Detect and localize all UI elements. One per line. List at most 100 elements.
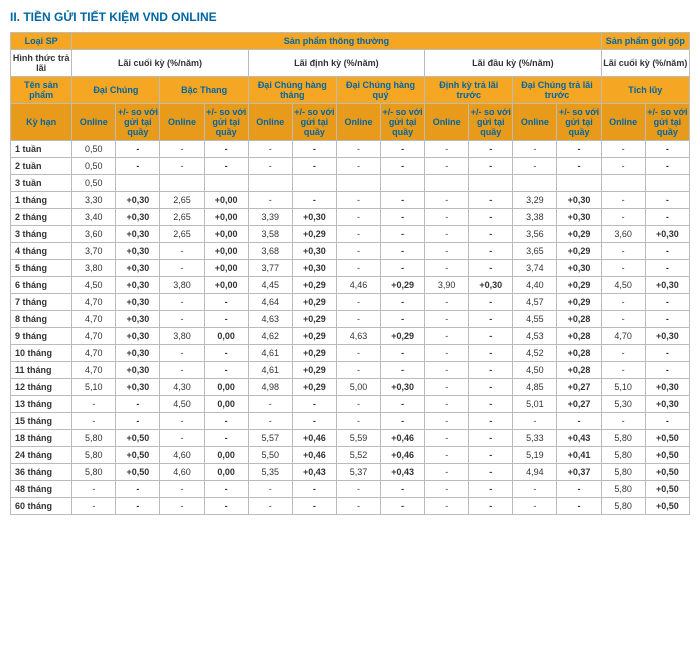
- hdr-delta: +/- so với gửi tại quầy: [469, 104, 513, 141]
- rate-cell: +0,30: [645, 226, 689, 243]
- rate-cell: -: [292, 141, 336, 158]
- rate-cell: -: [336, 158, 380, 175]
- rate-cell: 2,65: [160, 192, 204, 209]
- rate-cell: [336, 175, 380, 192]
- rate-cell: +0,29: [292, 311, 336, 328]
- rate-cell: +0,41: [557, 447, 601, 464]
- rate-cell: 0,50: [72, 158, 116, 175]
- rate-cell: +0,28: [557, 362, 601, 379]
- rate-cell: -: [557, 413, 601, 430]
- section-title: II. TIỀN GỬI TIẾT KIỆM VND ONLINE: [10, 10, 690, 24]
- rate-cell: -: [336, 192, 380, 209]
- rate-cell: 4,60: [160, 447, 204, 464]
- rate-cell: -: [645, 243, 689, 260]
- rate-cell: -: [204, 294, 248, 311]
- rate-cell: -: [160, 345, 204, 362]
- rate-cell: -: [292, 396, 336, 413]
- rate-cell: -: [381, 345, 425, 362]
- rate-cell: 4,98: [248, 379, 292, 396]
- row-label: 18 tháng: [11, 430, 72, 447]
- rate-cell: [469, 175, 513, 192]
- row-label: 24 tháng: [11, 447, 72, 464]
- hdr-loai-sp: Loại SP: [11, 33, 72, 50]
- rate-cell: -: [469, 481, 513, 498]
- rate-cell: 3,60: [601, 226, 645, 243]
- table-row: 3 tháng3,60+0,302,65+0,003,58+0,29----3,…: [11, 226, 690, 243]
- rate-cell: +0,43: [292, 464, 336, 481]
- rate-cell: -: [645, 141, 689, 158]
- rate-cell: +0,50: [116, 447, 160, 464]
- rate-cell: 3,80: [160, 277, 204, 294]
- rate-cell: +0,30: [116, 328, 160, 345]
- rate-cell: -: [381, 498, 425, 515]
- rate-cell: +0,30: [645, 277, 689, 294]
- rate-cell: +0,30: [469, 277, 513, 294]
- rate-cell: -: [645, 362, 689, 379]
- rate-cell: 5,80: [72, 447, 116, 464]
- rate-cell: 3,90: [425, 277, 469, 294]
- rate-cell: -: [645, 294, 689, 311]
- table-row: 7 tháng4,70+0,30--4,64+0,29----4,57+0,29…: [11, 294, 690, 311]
- rate-cell: -: [381, 141, 425, 158]
- rate-cell: -: [557, 158, 601, 175]
- rate-cell: -: [336, 498, 380, 515]
- rate-cell: -: [425, 311, 469, 328]
- rate-cell: -: [557, 141, 601, 158]
- rate-cell: +0,30: [116, 379, 160, 396]
- rate-cell: -: [469, 260, 513, 277]
- row-label: 5 tháng: [11, 260, 72, 277]
- rate-cell: -: [381, 481, 425, 498]
- rate-cell: 5,10: [601, 379, 645, 396]
- rate-cell: 4,94: [513, 464, 557, 481]
- rate-cell: -: [513, 413, 557, 430]
- table-row: 6 tháng4,50+0,303,80+0,004,45+0,294,46+0…: [11, 277, 690, 294]
- rate-cell: 3,80: [160, 328, 204, 345]
- rate-cell: -: [601, 311, 645, 328]
- rate-cell: 4,63: [248, 311, 292, 328]
- rate-cell: -: [601, 294, 645, 311]
- rate-cell: +0,00: [204, 226, 248, 243]
- rate-cell: [557, 175, 601, 192]
- rate-cell: -: [645, 158, 689, 175]
- rate-cell: 3,58: [248, 226, 292, 243]
- rate-cell: -: [248, 141, 292, 158]
- rate-cell: -: [116, 413, 160, 430]
- table-row: 36 tháng5,80+0,504,600,005,35+0,435,37+0…: [11, 464, 690, 481]
- rate-cell: -: [425, 141, 469, 158]
- hdr-delta: +/- so với gửi tại quầy: [557, 104, 601, 141]
- hdr-online: Online: [513, 104, 557, 141]
- table-row: 24 tháng5,80+0,504,600,005,50+0,465,52+0…: [11, 447, 690, 464]
- rate-cell: 4,55: [513, 311, 557, 328]
- rate-cell: 4,70: [72, 328, 116, 345]
- rate-cell: +0,29: [557, 294, 601, 311]
- rate-cell: +0,30: [645, 328, 689, 345]
- rate-cell: 0,00: [204, 328, 248, 345]
- rate-cell: -: [513, 481, 557, 498]
- rate-cell: -: [601, 141, 645, 158]
- rate-cell: -: [336, 209, 380, 226]
- rate-cell: 0,50: [72, 175, 116, 192]
- table-row: 15 tháng--------------: [11, 413, 690, 430]
- rate-cell: +0,30: [292, 260, 336, 277]
- hdr-sp-gop: Sản phẩm gửi góp: [601, 33, 689, 50]
- rate-cell: 0,50: [72, 141, 116, 158]
- table-row: 13 tháng--4,500,00------5,01+0,275,30+0,…: [11, 396, 690, 413]
- table-row: 60 tháng------------5,80+0,50: [11, 498, 690, 515]
- rate-cell: -: [292, 413, 336, 430]
- rate-cell: +0,28: [557, 328, 601, 345]
- rate-cell: 5,80: [601, 447, 645, 464]
- rate-cell: +0,43: [557, 430, 601, 447]
- hdr-dinh-ky: Định kỳ trả lãi trước: [425, 77, 513, 104]
- rate-cell: +0,30: [116, 209, 160, 226]
- rate-cell: -: [336, 362, 380, 379]
- rate-cell: +0,29: [292, 294, 336, 311]
- rate-cell: [160, 175, 204, 192]
- hdr-lai-cuoi2: Lãi cuối kỳ (%/năm): [601, 50, 689, 77]
- rate-cell: +0,50: [645, 481, 689, 498]
- rate-cell: +0,29: [292, 328, 336, 345]
- rate-cell: 5,50: [248, 447, 292, 464]
- rate-cell: -: [645, 413, 689, 430]
- rate-cell: -: [601, 209, 645, 226]
- rate-cell: -: [469, 464, 513, 481]
- rate-cell: 4,52: [513, 345, 557, 362]
